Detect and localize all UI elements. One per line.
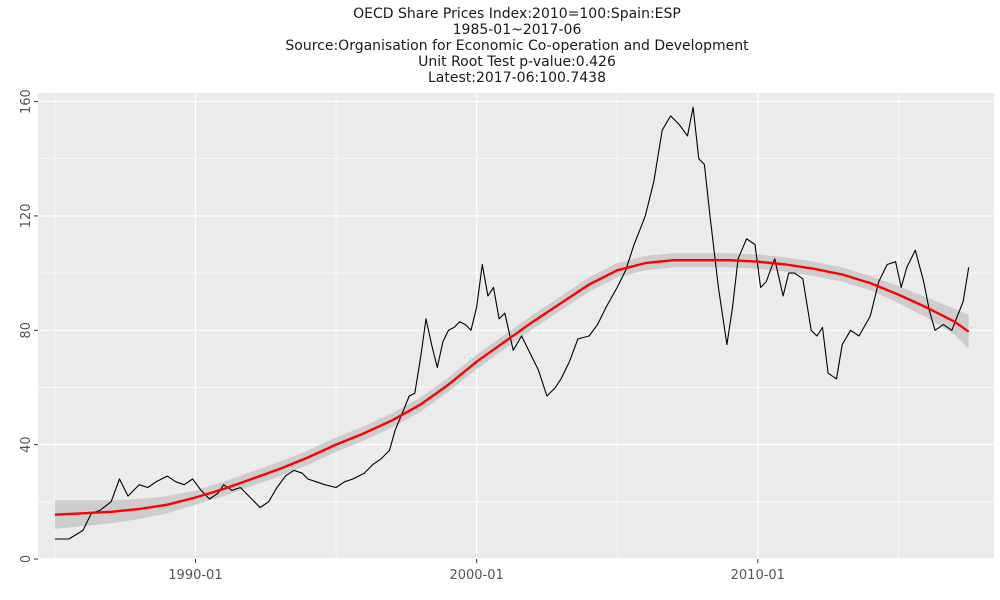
share-price-line bbox=[54, 106, 970, 540]
y-tick-label-3: 120 bbox=[19, 204, 34, 229]
x-tick-label-1: 2000-01 bbox=[449, 568, 503, 583]
smooth-trend-line bbox=[54, 259, 970, 516]
x-tick-label-2: 2010-01 bbox=[731, 568, 785, 583]
y-axis: 0 40 80 120 160 bbox=[19, 89, 38, 563]
title-line-4: Unit Root Test p-value:0.426 bbox=[418, 54, 616, 70]
chart-title: OECD Share Prices Index:2010=100:Spain:E… bbox=[285, 6, 749, 86]
smooth-line-layer bbox=[54, 259, 970, 516]
y-tick-label-2: 80 bbox=[19, 322, 34, 339]
title-line-5: Latest:2017-06:100.7438 bbox=[428, 70, 606, 86]
plot-panel bbox=[38, 93, 994, 559]
x-tick-label-0: 1990-01 bbox=[168, 568, 222, 583]
y-tick-label-4: 160 bbox=[19, 89, 34, 114]
confidence-band bbox=[54, 253, 969, 529]
y-tick-label-0: 0 bbox=[19, 555, 34, 563]
confidence-band-layer bbox=[54, 253, 969, 529]
title-line-2: 1985-01~2017-06 bbox=[453, 22, 582, 38]
x-axis: 1990-01 2000-01 2010-01 bbox=[168, 559, 785, 583]
title-line-1: OECD Share Prices Index:2010=100:Spain:E… bbox=[353, 6, 681, 22]
title-line-3: Source:Organisation for Economic Co-oper… bbox=[285, 38, 749, 54]
y-tick-label-1: 40 bbox=[19, 436, 34, 453]
series-layer bbox=[54, 106, 970, 540]
